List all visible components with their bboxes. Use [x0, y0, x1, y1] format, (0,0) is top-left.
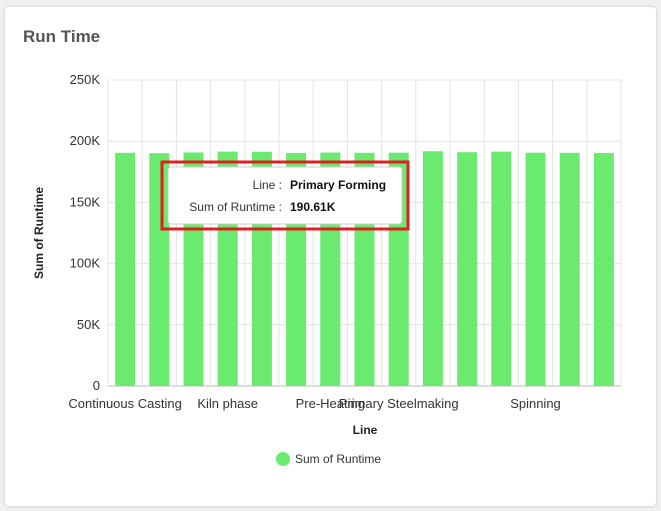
tooltip-label-line: Line :: [253, 178, 282, 192]
bar[interactable]: [457, 152, 478, 386]
y-axis-title: Sum of Runtime: [32, 187, 46, 279]
bar[interactable]: [149, 153, 170, 386]
tooltip-label-runtime: Sum of Runtime :: [189, 200, 282, 214]
y-tick-label: 100K: [70, 256, 101, 271]
legend-marker: [276, 452, 290, 466]
x-tick-label: Primary Steelmaking: [339, 396, 459, 411]
x-tick-label: Spinning: [510, 396, 561, 411]
bar[interactable]: [115, 152, 136, 386]
y-tick-label: 0: [93, 378, 100, 393]
y-tick-label: 200K: [70, 133, 101, 148]
bar[interactable]: [525, 152, 546, 386]
x-axis-ticks: Continuous Casting Kiln phase Pre-HeatingP…: [68, 396, 560, 411]
tooltip-value-line: Primary Forming: [290, 178, 386, 192]
y-axis-ticks: 0 50K 100K 150K 200K 250K: [70, 72, 101, 393]
bar[interactable]: [559, 152, 580, 386]
y-tick-label: 150K: [70, 194, 101, 209]
x-tick-label: Continuous Casting: [68, 396, 181, 411]
x-tick-label: Pre-Heating: [296, 396, 365, 411]
tooltip-box: [167, 166, 403, 225]
y-tick-label: 250K: [70, 72, 101, 87]
tooltip: Line : Primary Forming Sum of Runtime : …: [160, 160, 410, 231]
bar[interactable]: [422, 151, 443, 386]
bar[interactable]: [491, 151, 512, 386]
tooltip-value-runtime: 190.61K: [290, 200, 336, 214]
x-axis-title: Line: [353, 423, 378, 437]
x-tick-label: Kiln phase: [197, 396, 258, 411]
y-tick-label: 50K: [77, 317, 100, 332]
tooltip-highlight: [160, 160, 410, 231]
legend-label: Sum of Runtime: [295, 452, 381, 466]
legend[interactable]: Sum of Runtime: [276, 452, 381, 466]
card-title: Run Time: [23, 27, 101, 46]
bar[interactable]: [593, 152, 614, 386]
